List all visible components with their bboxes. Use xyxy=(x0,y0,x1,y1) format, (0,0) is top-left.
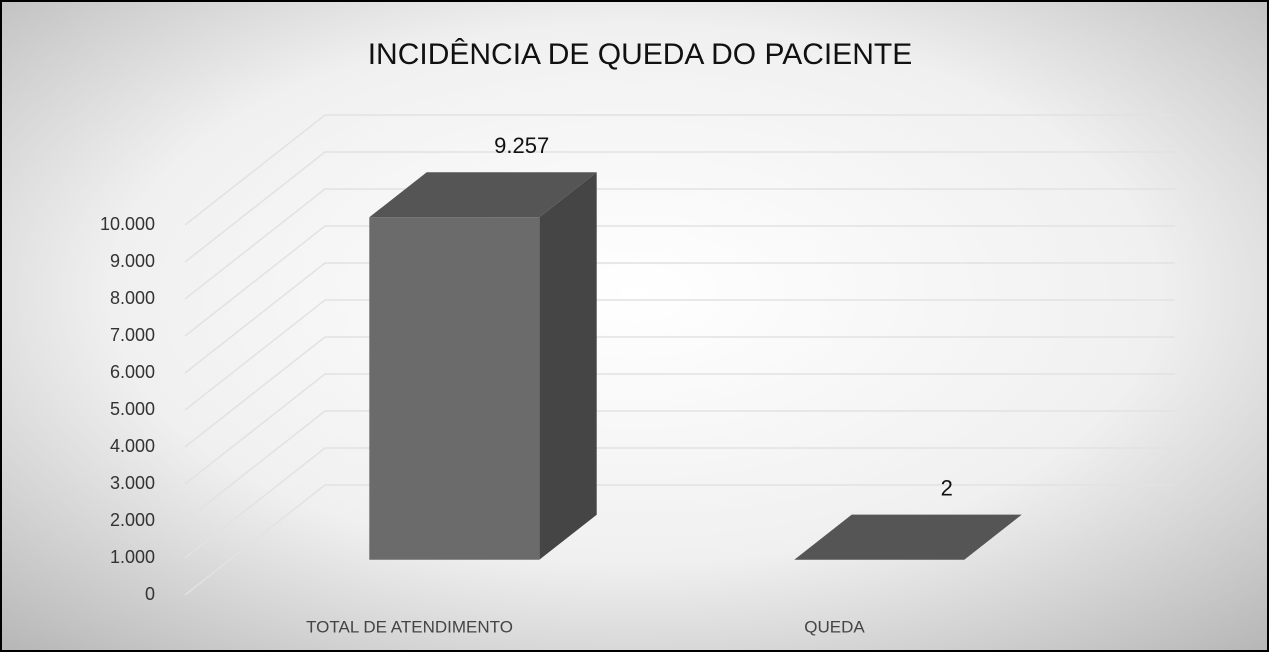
y-tick-label: 8.000 xyxy=(110,288,155,308)
grid-line xyxy=(184,373,1175,485)
bar-top xyxy=(794,514,1022,560)
y-tick-label: 10.000 xyxy=(100,214,155,234)
grid-line xyxy=(184,447,1175,559)
data-label: 9.257 xyxy=(494,133,549,158)
y-tick-label: 3.000 xyxy=(110,473,155,493)
grid-line xyxy=(184,410,1175,522)
grid-line xyxy=(184,299,1175,411)
grid-line xyxy=(184,336,1175,448)
y-tick-label: 1.000 xyxy=(110,547,155,567)
chart-title: INCIDÊNCIA DE QUEDA DO PACIENTE xyxy=(368,38,913,71)
y-tick-label: 5.000 xyxy=(110,399,155,419)
y-tick-label: 7.000 xyxy=(110,325,155,345)
y-tick-label: 6.000 xyxy=(110,362,155,382)
x-tick-label: QUEDA xyxy=(804,617,865,636)
x-tick-label: TOTAL DE ATENDIMENTO xyxy=(306,617,513,636)
grid-line xyxy=(184,225,1175,337)
bar-front xyxy=(369,217,540,560)
bar-top xyxy=(369,172,597,218)
y-tick-label: 2.000 xyxy=(110,510,155,530)
grid-line xyxy=(184,151,1175,263)
data-label: 2 xyxy=(941,475,953,500)
y-tick-label: 4.000 xyxy=(110,436,155,456)
grid-line xyxy=(184,484,1175,596)
y-tick-label: 9.000 xyxy=(110,251,155,271)
bar-side xyxy=(964,514,1022,560)
y-tick-label: 0 xyxy=(145,584,155,604)
grid-line xyxy=(184,262,1175,374)
grid-line xyxy=(184,188,1175,300)
bar-side xyxy=(539,172,597,560)
grid-line xyxy=(184,114,1175,226)
